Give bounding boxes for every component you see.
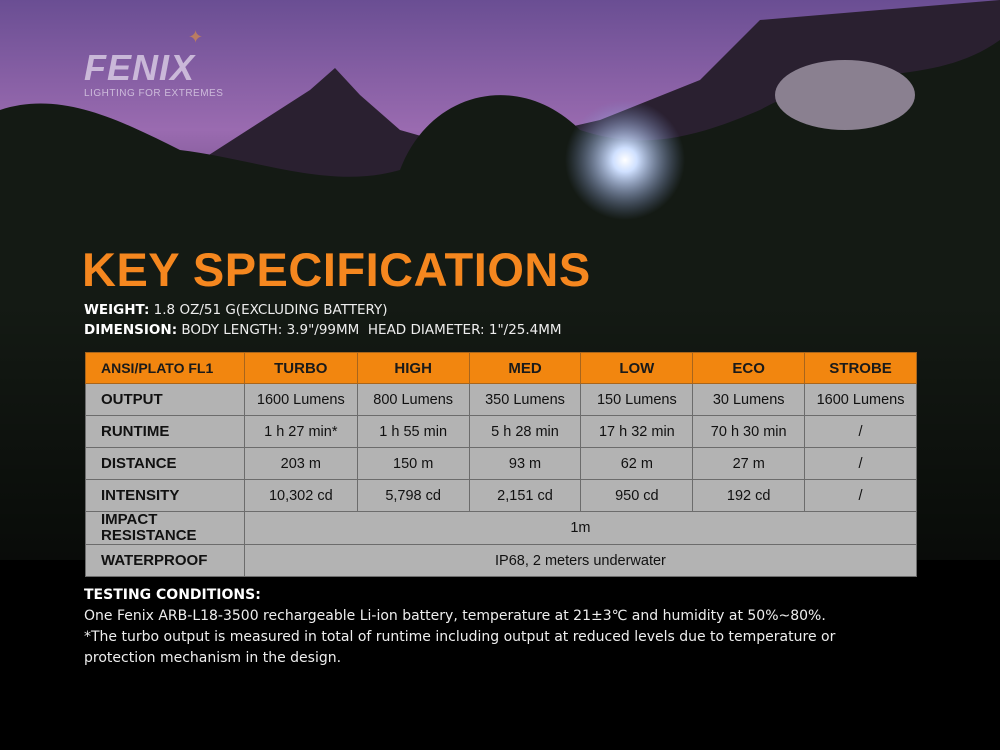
table-row: IMPACT RESISTANCE 1m [85,511,918,545]
testing-line: protection mechanism in the design. [84,650,342,666]
header-cell: ANSI/PLATO FL1 [85,352,245,384]
testing-line: One Fenix ARB-L18-3500 rechargeable Li-i… [84,608,826,624]
table-row: OUTPUT 1600 Lumens 800 Lumens 350 Lumens 150… [85,383,917,416]
weight-label: WEIGHT: [84,302,150,318]
impact-label-1: IMPACT [101,511,158,528]
header-cell: LOW [580,352,694,384]
header-cell: MED [468,352,582,384]
header-cell: STROBE [804,352,917,384]
table-cell: 1 h 27 min* [243,415,358,448]
table-row: RUNTIME 1 h 27 min* 1 h 55 min 5 h 28 min 17… [85,415,917,448]
table-cell: 1 h 55 min [356,415,470,448]
dimension-label: DIMENSION: [84,322,178,338]
dimension-value: BODY LENGTH: 3.9"/99MM HEAD DIAMETER: 1"… [177,322,562,338]
header-cell: HIGH [356,352,470,384]
row-label: WATERPROOF [85,544,245,577]
brand-tagline: LIGHTING FOR EXTREMES [84,88,224,99]
weight-line: WEIGHT: 1.8 OZ/51 G(EXCLUDING BATTERY) [84,300,562,320]
header-cell: ECO [692,352,806,384]
table-cell: 5 h 28 min [468,415,582,448]
table-cell: 950 cd [580,479,694,512]
table-cell: 27 m [692,447,806,480]
header-cell: TURBO [243,352,358,384]
table-row: WATERPROOF IP68, 2 meters underwater [85,544,918,577]
table-cell: 10,302 cd [243,479,358,512]
weight-value: 1.8 OZ/51 G(EXCLUDING BATTERY) [149,302,388,318]
table-cell: 150 m [356,447,470,480]
testing-line: *The turbo output is measured in total o… [84,629,836,645]
impact-label-2: RESISTANCE [101,527,197,544]
table-cell: 30 Lumens [692,383,806,416]
impact-value: 1m [243,511,918,545]
page-title: KEY SPECIFICATIONS [82,243,591,296]
table-row: DISTANCE 203 m 150 m 93 m 62 m 27 m / [85,447,917,480]
spec-table: ANSI/PLATO FL1 TURBO HIGH MED LOW ECO ST… [85,352,918,577]
table-cell: 203 m [243,447,358,480]
table-cell: 2,151 cd [468,479,582,512]
table-cell: 17 h 32 min [580,415,694,448]
table-cell: 1600 Lumens [804,383,917,416]
table-cell: 150 Lumens [580,383,694,416]
row-label: INTENSITY [85,479,245,512]
row-label: OUTPUT [85,383,245,416]
table-cell: / [804,479,917,512]
table-cell: / [804,415,917,448]
row-label: RUNTIME [85,415,245,448]
fenix-logo: ✦ FENIX LIGHTING FOR EXTREMES [84,28,224,100]
table-cell: 5,798 cd [356,479,470,512]
table-cell: 350 Lumens [468,383,582,416]
table-cell: 1600 Lumens [243,383,358,416]
table-cell: / [804,447,917,480]
table-cell: 93 m [468,447,582,480]
table-row: INTENSITY 10,302 cd 5,798 cd 2,151 cd 950 cd… [85,479,917,512]
testing-conditions: TESTING CONDITIONS: One Fenix ARB-L18-35… [84,585,835,669]
table-cell: 800 Lumens [356,383,470,416]
row-label: DISTANCE [85,447,245,480]
testing-heading: TESTING CONDITIONS: [84,587,261,603]
waterproof-value: IP68, 2 meters underwater [243,544,918,577]
table-cell: 70 h 30 min [692,415,806,448]
brand-name: FENIX [84,47,196,88]
general-specs: WEIGHT: 1.8 OZ/51 G(EXCLUDING BATTERY) D… [84,300,562,340]
table-cell: 62 m [580,447,694,480]
table-cell: 192 cd [692,479,806,512]
dimension-line: DIMENSION: BODY LENGTH: 3.9"/99MM HEAD D… [84,320,562,340]
table-header-row: ANSI/PLATO FL1 TURBO HIGH MED LOW ECO ST… [85,352,917,384]
row-label: IMPACT RESISTANCE [85,511,245,545]
star-icon: ✦ [188,27,204,47]
